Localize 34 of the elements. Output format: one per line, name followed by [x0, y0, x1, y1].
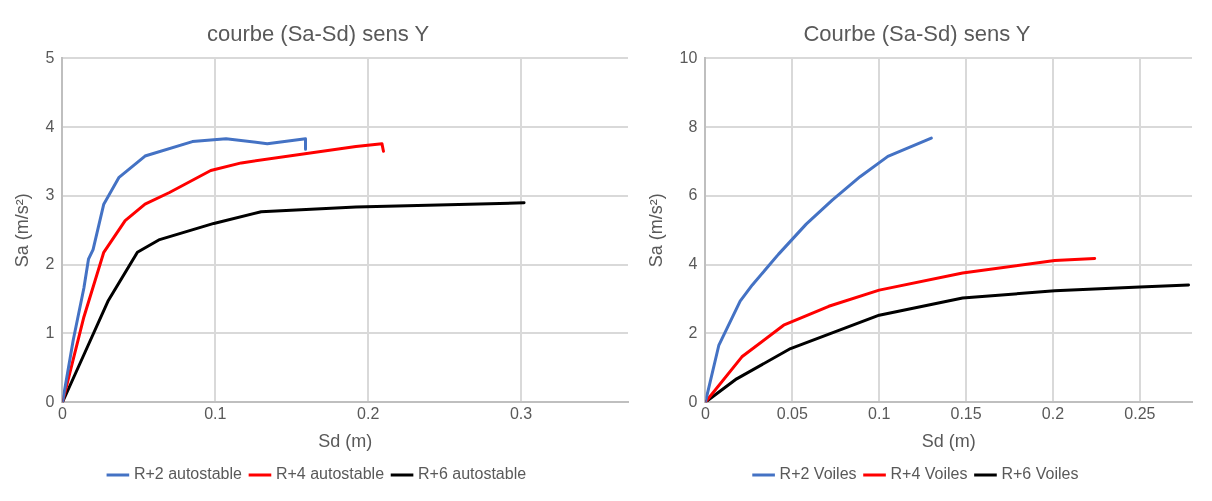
x-tick-label: 0: [58, 405, 68, 423]
legend-label: R+6 Voiles: [1001, 465, 1079, 483]
x-axis-title: Sd (m): [921, 431, 976, 452]
x-tick-label: 0.1: [868, 405, 891, 423]
x-tick-label: 0.2: [1041, 405, 1065, 423]
legend-label: R+2 autostable: [133, 465, 243, 483]
y-tick-label: 3: [45, 186, 55, 204]
y-tick-label: 10: [679, 48, 698, 66]
legend-label: R+4 autostable: [275, 465, 385, 483]
y-tick-label: 4: [688, 255, 698, 273]
chart-title: courbe (Sa-Sd) sens Y: [206, 21, 430, 47]
legend-label: R+2 Voiles: [779, 465, 857, 483]
y-tick-label: 2: [45, 255, 55, 273]
y-tick-label: 4: [45, 117, 55, 135]
x-tick-label: 0.05: [776, 405, 808, 423]
y-tick-label: 8: [688, 117, 698, 135]
y-tick-label: 1: [45, 323, 55, 341]
y-tick-label: 0: [688, 392, 698, 410]
x-tick-label: 0.25: [1124, 405, 1156, 423]
legend-label: R+4 Voiles: [890, 465, 968, 483]
y-tick-label: 6: [688, 186, 698, 204]
chart-title: Courbe (Sa-Sd) sens Y: [803, 21, 1031, 47]
y-axis-title: Sa (m/s²): [11, 193, 32, 268]
x-tick-label: 0.2: [357, 405, 380, 423]
y-tick-label: 5: [45, 48, 55, 66]
x-tick-label: 0.15: [950, 405, 982, 423]
y-tick-label: 0: [45, 392, 55, 410]
x-tick-label: 0.3: [509, 405, 533, 423]
y-axis-title: Sa (m/s²): [645, 193, 666, 268]
x-tick-label: 0.1: [204, 405, 227, 423]
x-tick-label: 0: [700, 405, 710, 423]
legend-label: R+6 autostable: [418, 465, 527, 483]
y-tick-label: 2: [688, 323, 698, 341]
x-axis-title: Sd (m): [318, 431, 373, 452]
